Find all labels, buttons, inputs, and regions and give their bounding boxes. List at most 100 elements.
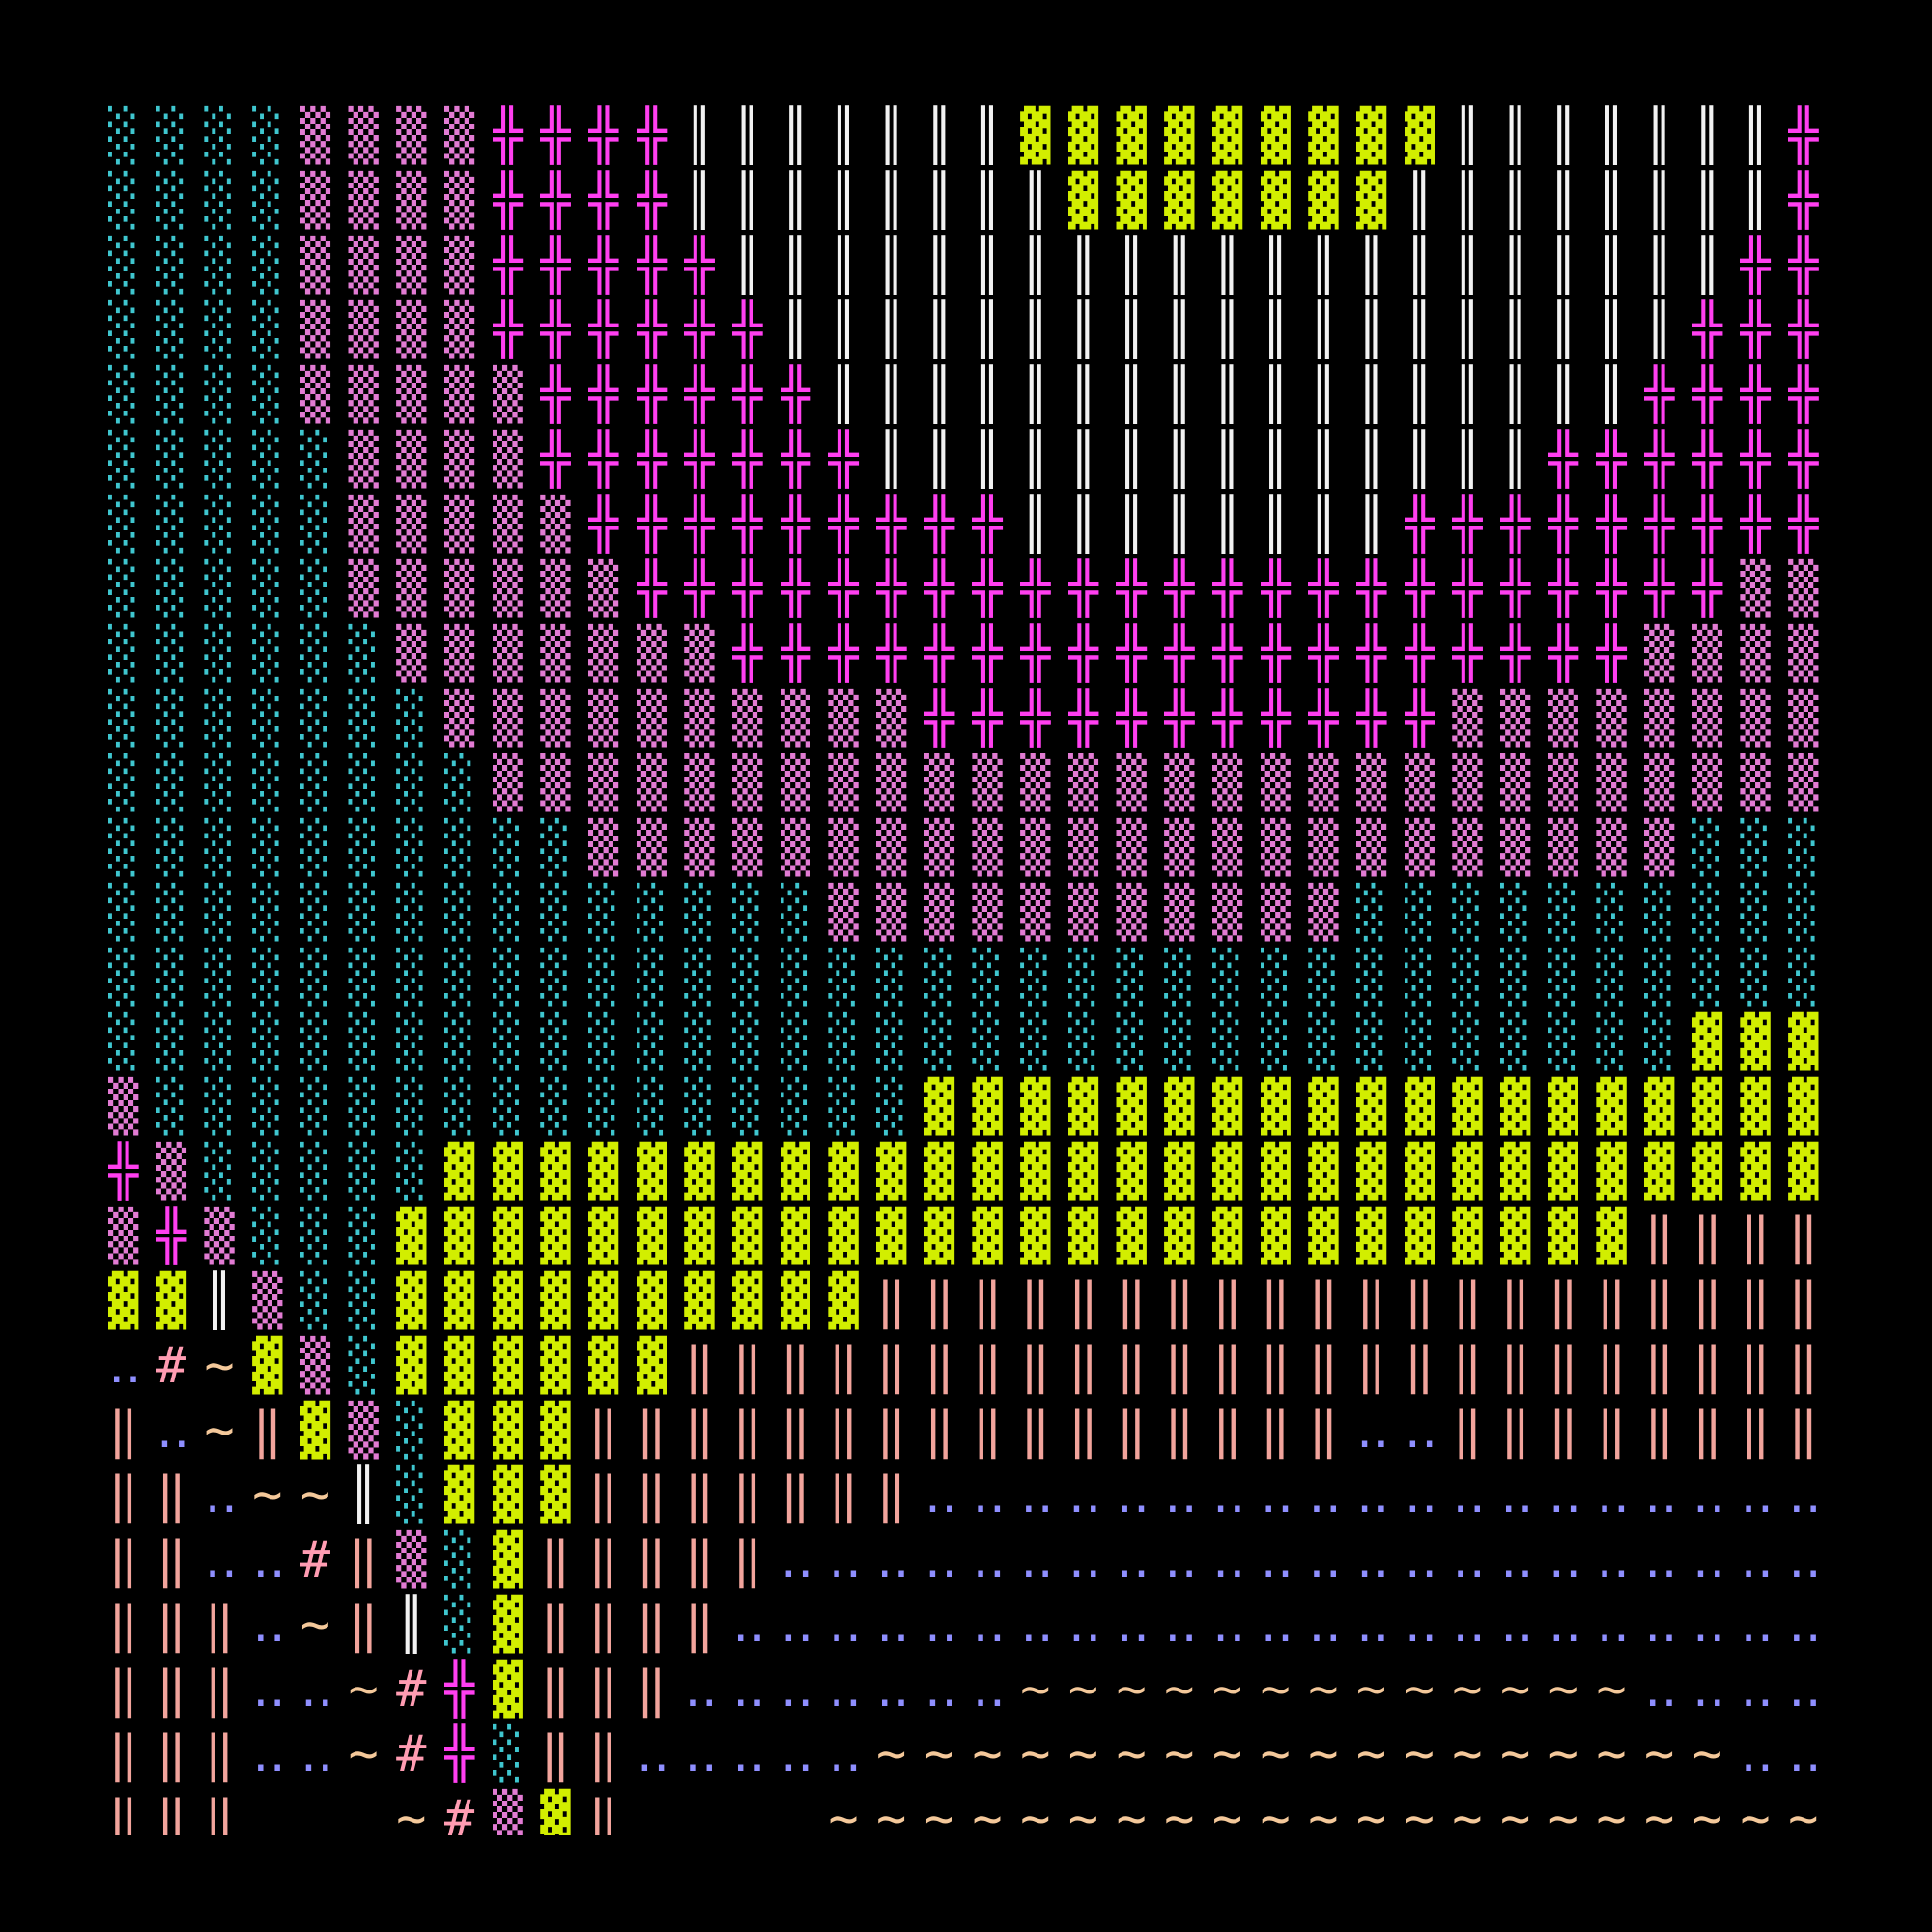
tile: ▒	[1404, 754, 1435, 812]
tile: ‥	[1740, 1725, 1775, 1783]
tile: ░	[299, 1208, 331, 1265]
tile: ‥	[1404, 1466, 1438, 1524]
tile: ▒	[348, 172, 379, 230]
tile: ▒	[1788, 625, 1819, 683]
tile: ‥	[1404, 1402, 1438, 1460]
tile: ░	[299, 754, 331, 812]
tile: ‖	[540, 1725, 571, 1783]
tile: ░	[396, 949, 427, 1007]
tile: ‖	[1691, 1272, 1722, 1330]
tile: ‖	[204, 1725, 235, 1783]
tile: ▓	[1164, 1143, 1195, 1201]
tile: ║	[876, 366, 907, 424]
tile: ‖	[108, 1790, 139, 1835]
tile: ▒	[923, 754, 954, 812]
tile: ‖	[731, 1466, 763, 1524]
tile: ‖	[1355, 1272, 1387, 1330]
tile: ░	[299, 496, 331, 554]
tile: ‖	[780, 1466, 810, 1524]
tile: ▒	[1020, 754, 1051, 812]
tile: ▒	[443, 496, 475, 554]
tile: ▒	[1020, 884, 1051, 942]
tile: ▒	[1164, 754, 1195, 812]
tile: ▒	[636, 690, 667, 748]
tile: ║	[1211, 366, 1243, 424]
tile: ╬	[1644, 366, 1675, 424]
tile: ║	[1164, 301, 1195, 359]
tile: ║	[1211, 431, 1243, 489]
tile: ╬	[1260, 625, 1291, 683]
tile: ‥	[1548, 1531, 1582, 1589]
tile: ░	[443, 819, 475, 877]
tile: ‖	[1452, 1337, 1483, 1395]
tile: ▒	[1355, 819, 1387, 877]
tile: ╬	[1788, 496, 1819, 554]
tile: ╬	[1355, 690, 1387, 748]
tile: ‖	[636, 1402, 667, 1460]
tile: ░	[348, 1272, 379, 1330]
tile: ▓	[1644, 1143, 1675, 1201]
tile: ‥	[1644, 1596, 1678, 1654]
tile: ╬	[731, 366, 763, 424]
tile: ▓	[443, 1466, 475, 1524]
tile: ▓	[492, 1661, 523, 1719]
tile: ‖	[1740, 1402, 1771, 1460]
tile: ╬	[636, 237, 667, 295]
tile: ~	[1644, 1790, 1675, 1835]
tile: ~	[1067, 1790, 1099, 1835]
tile: ▓	[828, 1272, 859, 1330]
tile: ‥	[1691, 1596, 1726, 1654]
tile: ▓	[1740, 1143, 1771, 1201]
tile: ╬	[731, 431, 763, 489]
tile: ▒	[156, 1143, 186, 1201]
tile: ║	[1067, 496, 1099, 554]
tile: ░	[780, 949, 810, 1007]
tile: ▒	[1452, 690, 1483, 748]
screen-row: ░ ░ ░ ░ ░ ░ ░ ▒ ▒ ▒ ▒ ▒ ▒ ▒ ▒ ▒ ▒ ╬ ╬ ╬ ╬ ╬ ╬ ╬ ╬ ╬ ╬ ╬ ▒ ▒ ▒ ▒ ▒ ▒ ▒ ▒	[108, 687, 1837, 752]
tile: ╬	[1308, 560, 1339, 618]
tile: ▓	[1596, 1078, 1627, 1136]
tile: ░	[492, 1078, 523, 1136]
tile: ░	[156, 1013, 186, 1071]
tile: ‖	[587, 1402, 619, 1460]
tile: ‖	[156, 1531, 186, 1589]
tile: ╬	[1452, 625, 1483, 683]
tile: ▓	[492, 1402, 523, 1460]
tile: ▒	[348, 496, 379, 554]
tile: ‖	[1644, 1208, 1675, 1265]
tile: ▓	[1116, 172, 1147, 230]
tile: ▓	[684, 1208, 715, 1265]
tile: ▒	[299, 237, 331, 295]
tile: ░	[108, 819, 139, 877]
tile: ‥	[1740, 1661, 1775, 1719]
screen-row: ░ ░ ░ ░ ▒ ▒ ▒ ▒ ▒ ╬ ╬ ╬ ╬ ╬ ╬ ║ ║ ║ ║ ║ ║ ║ ║ ║ ║ ║ ║ ║ ║ ║ ║ ║ ╬ ╬ ╬ ╬	[108, 363, 1837, 428]
tile: ▓	[443, 1402, 475, 1460]
tile: ╬	[1499, 496, 1531, 554]
tile: ~	[1308, 1661, 1339, 1719]
tile: ▒	[443, 690, 475, 748]
tile: ▓	[1211, 1143, 1243, 1201]
tile: ░	[1404, 1013, 1435, 1071]
tile: ▒	[348, 107, 379, 165]
tile: ╬	[1404, 690, 1435, 748]
tile: ░	[252, 560, 283, 618]
tile: ░	[108, 884, 139, 942]
tile: ║	[1260, 366, 1291, 424]
tile: ‖	[156, 1466, 186, 1524]
tile: ░	[443, 1078, 475, 1136]
tile: ‥	[828, 1725, 863, 1783]
tile: ▒	[443, 172, 475, 230]
tile: ▒	[108, 1078, 139, 1136]
tile: ▓	[972, 1078, 1003, 1136]
tile: ░	[204, 496, 235, 554]
tile: ░	[587, 1078, 619, 1136]
tile: ░	[108, 237, 139, 295]
tile: ‖	[1164, 1272, 1195, 1330]
tile: ▒	[587, 754, 619, 812]
tile: ‥	[1308, 1596, 1342, 1654]
tile: ░	[540, 1078, 571, 1136]
tile: ▓	[1691, 1143, 1722, 1201]
tile: ░	[252, 690, 283, 748]
tile: ╬	[780, 366, 810, 424]
tile: ║	[1404, 431, 1435, 489]
